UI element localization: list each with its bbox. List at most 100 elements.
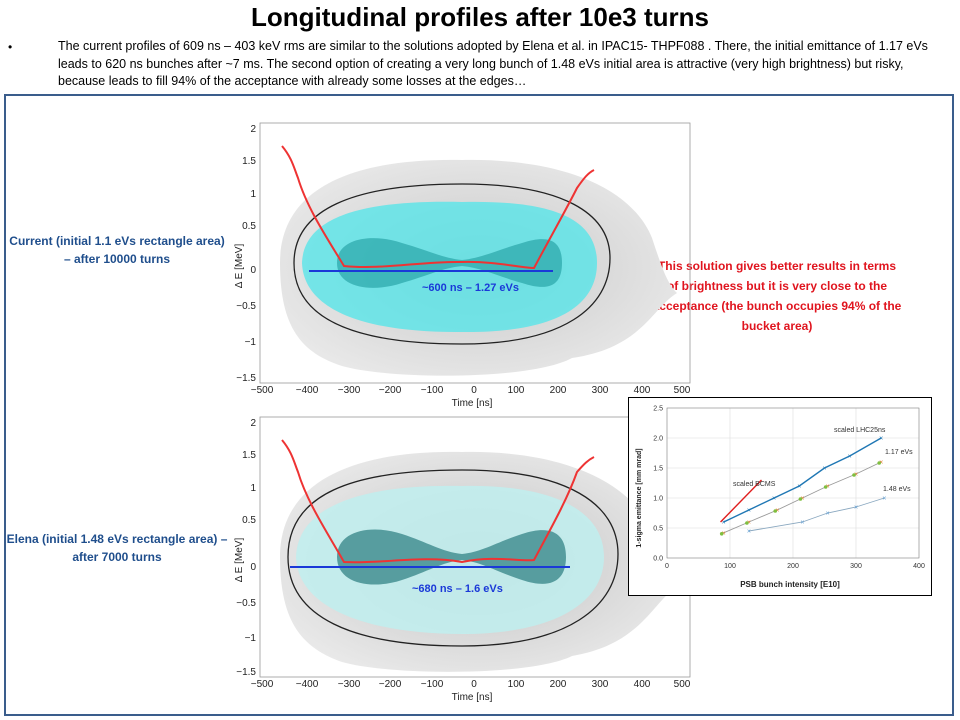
separatrix-curve bbox=[293, 183, 611, 345]
plot-axes-frame bbox=[259, 122, 691, 384]
data-point-marker: × bbox=[854, 505, 858, 512]
x-tick: −500 bbox=[251, 679, 274, 690]
series-line-1-48-evs bbox=[748, 497, 885, 532]
data-point-marker: × bbox=[826, 511, 830, 518]
inset-gridlines bbox=[666, 407, 920, 559]
y-tick: 0.5 bbox=[242, 515, 256, 526]
x-tick: −200 bbox=[379, 385, 402, 396]
x-tick: −100 bbox=[421, 679, 444, 690]
inset-x-tick: 200 bbox=[787, 563, 799, 570]
data-point-marker bbox=[823, 485, 828, 489]
x-tick: 400 bbox=[634, 385, 651, 396]
y-tick: 1 bbox=[250, 483, 256, 494]
bunch-profile-curve bbox=[281, 439, 595, 564]
x-tick: 100 bbox=[508, 679, 525, 690]
inset-y-axis-label: 1-sigma emittance [mm mrad] bbox=[636, 448, 643, 547]
phase-space-plot-top: ~600 ns – 1.27 eVs 2 1.5 1 0.5 0 −0.5 −1… bbox=[234, 122, 691, 409]
y-axis-label: Δ E [MeV] bbox=[234, 244, 245, 289]
data-point-marker: × bbox=[797, 484, 801, 491]
y-tick: −0.5 bbox=[236, 301, 256, 312]
series-line-scaled-bcms bbox=[720, 479, 763, 523]
x-tick: −300 bbox=[338, 385, 361, 396]
y-tick: 1.5 bbox=[242, 450, 256, 461]
data-point-marker: × bbox=[854, 472, 858, 479]
x-tick: 300 bbox=[592, 385, 609, 396]
x-tick: 0 bbox=[471, 385, 477, 396]
data-point-marker: × bbox=[879, 460, 883, 467]
y-tick: −1.5 bbox=[236, 667, 256, 678]
data-point-marker: × bbox=[775, 508, 779, 515]
label-1-48-evs: 1.48 eVs bbox=[883, 486, 911, 493]
x-tick: −200 bbox=[379, 679, 402, 690]
inset-plot-frame bbox=[666, 407, 920, 559]
inset-y-tick: 2.5 bbox=[653, 406, 663, 413]
y-tick: 0.5 bbox=[242, 221, 256, 232]
label-current-profile: Current (initial 1.1 eVs rectangle area)… bbox=[9, 234, 225, 266]
y-tick: 0 bbox=[250, 265, 256, 276]
data-point-marker: × bbox=[747, 520, 751, 527]
bunch-annotation: ~600 ns – 1.27 eVs bbox=[422, 282, 519, 294]
bunch-annotation: ~680 ns – 1.6 eVs bbox=[412, 583, 503, 595]
data-point-marker bbox=[719, 532, 724, 536]
x-tick: 200 bbox=[550, 679, 567, 690]
emittance-inset-chart: 0.0 0.5 1.0 1.5 2.0 2.5 0 100 200 300 400 × × × × × × × ×… bbox=[628, 397, 932, 596]
separatrix-curve bbox=[287, 469, 619, 647]
inset-y-tick: 0.0 bbox=[653, 556, 663, 563]
data-point-marker: × bbox=[722, 520, 726, 527]
y-tick: 2 bbox=[250, 418, 256, 429]
x-tick: 300 bbox=[592, 679, 609, 690]
y-tick: 2 bbox=[250, 124, 256, 135]
data-point-marker bbox=[745, 521, 749, 525]
data-point-marker bbox=[773, 509, 778, 513]
data-point-marker: × bbox=[747, 529, 751, 536]
x-tick: −500 bbox=[251, 385, 274, 396]
label-elena-profile: Elena (initial 1.48 eVs rectangle area) … bbox=[6, 532, 228, 564]
x-tick: −300 bbox=[338, 679, 361, 690]
data-point-marker: × bbox=[822, 466, 826, 473]
y-tick: −1 bbox=[245, 633, 257, 644]
data-point-marker: × bbox=[848, 454, 852, 461]
inset-y-tick: 2.0 bbox=[653, 436, 663, 443]
bullet-marker: • bbox=[8, 40, 13, 54]
x-tick: 100 bbox=[508, 385, 525, 396]
inset-x-tick: 300 bbox=[850, 563, 862, 570]
label-1-17-evs: 1.17 eVs bbox=[885, 449, 913, 456]
x-tick: 500 bbox=[674, 679, 691, 690]
x-tick: −100 bbox=[421, 385, 444, 396]
y-tick: 1 bbox=[250, 189, 256, 200]
x-tick: 200 bbox=[550, 385, 567, 396]
y-tick: 0 bbox=[250, 562, 256, 573]
inset-y-tick: 1.5 bbox=[653, 466, 663, 473]
data-point-marker: × bbox=[882, 496, 886, 503]
x-tick: −400 bbox=[296, 385, 319, 396]
bullet-text: The current profiles of 609 ns – 403 keV… bbox=[58, 39, 928, 88]
data-point-marker: × bbox=[722, 530, 726, 537]
data-point-marker: × bbox=[800, 520, 804, 527]
inset-x-tick: 100 bbox=[724, 563, 736, 570]
label-bcms: scaled BCMS bbox=[733, 481, 776, 488]
x-axis-label: Time [ns] bbox=[452, 692, 493, 703]
label-lhc25ns: scaled LHC25ns bbox=[834, 427, 886, 434]
red-annotation: This solution gives better results in te… bbox=[652, 259, 902, 333]
data-point-marker: × bbox=[879, 436, 883, 443]
y-axis-label: Δ E [MeV] bbox=[234, 538, 245, 583]
inset-y-tick: 1.0 bbox=[653, 496, 663, 503]
data-point-marker: × bbox=[747, 508, 751, 515]
y-tick: −1.5 bbox=[236, 373, 256, 384]
inset-x-axis-label: PSB bunch intensity [E10] bbox=[740, 580, 840, 589]
inset-chart-svg: 0.0 0.5 1.0 1.5 2.0 2.5 0 100 200 300 400 × × × × × × × ×… bbox=[636, 406, 925, 590]
x-tick: 0 bbox=[471, 679, 477, 690]
x-tick: 500 bbox=[674, 385, 691, 396]
y-tick: −0.5 bbox=[236, 598, 256, 609]
data-point-marker bbox=[877, 461, 881, 465]
beam-core bbox=[337, 529, 566, 585]
x-axis-label: Time [ns] bbox=[452, 398, 493, 409]
series-line-scaled-lhc25ns bbox=[723, 437, 882, 523]
y-tick: −1 bbox=[245, 337, 257, 348]
series-line-1-17-evs bbox=[723, 461, 882, 534]
inset-y-tick: 0.5 bbox=[653, 526, 663, 533]
y-tick: 1.5 bbox=[242, 156, 256, 167]
inset-x-tick: 0 bbox=[665, 563, 669, 570]
content-frame bbox=[4, 94, 954, 716]
x-tick: −400 bbox=[296, 679, 319, 690]
